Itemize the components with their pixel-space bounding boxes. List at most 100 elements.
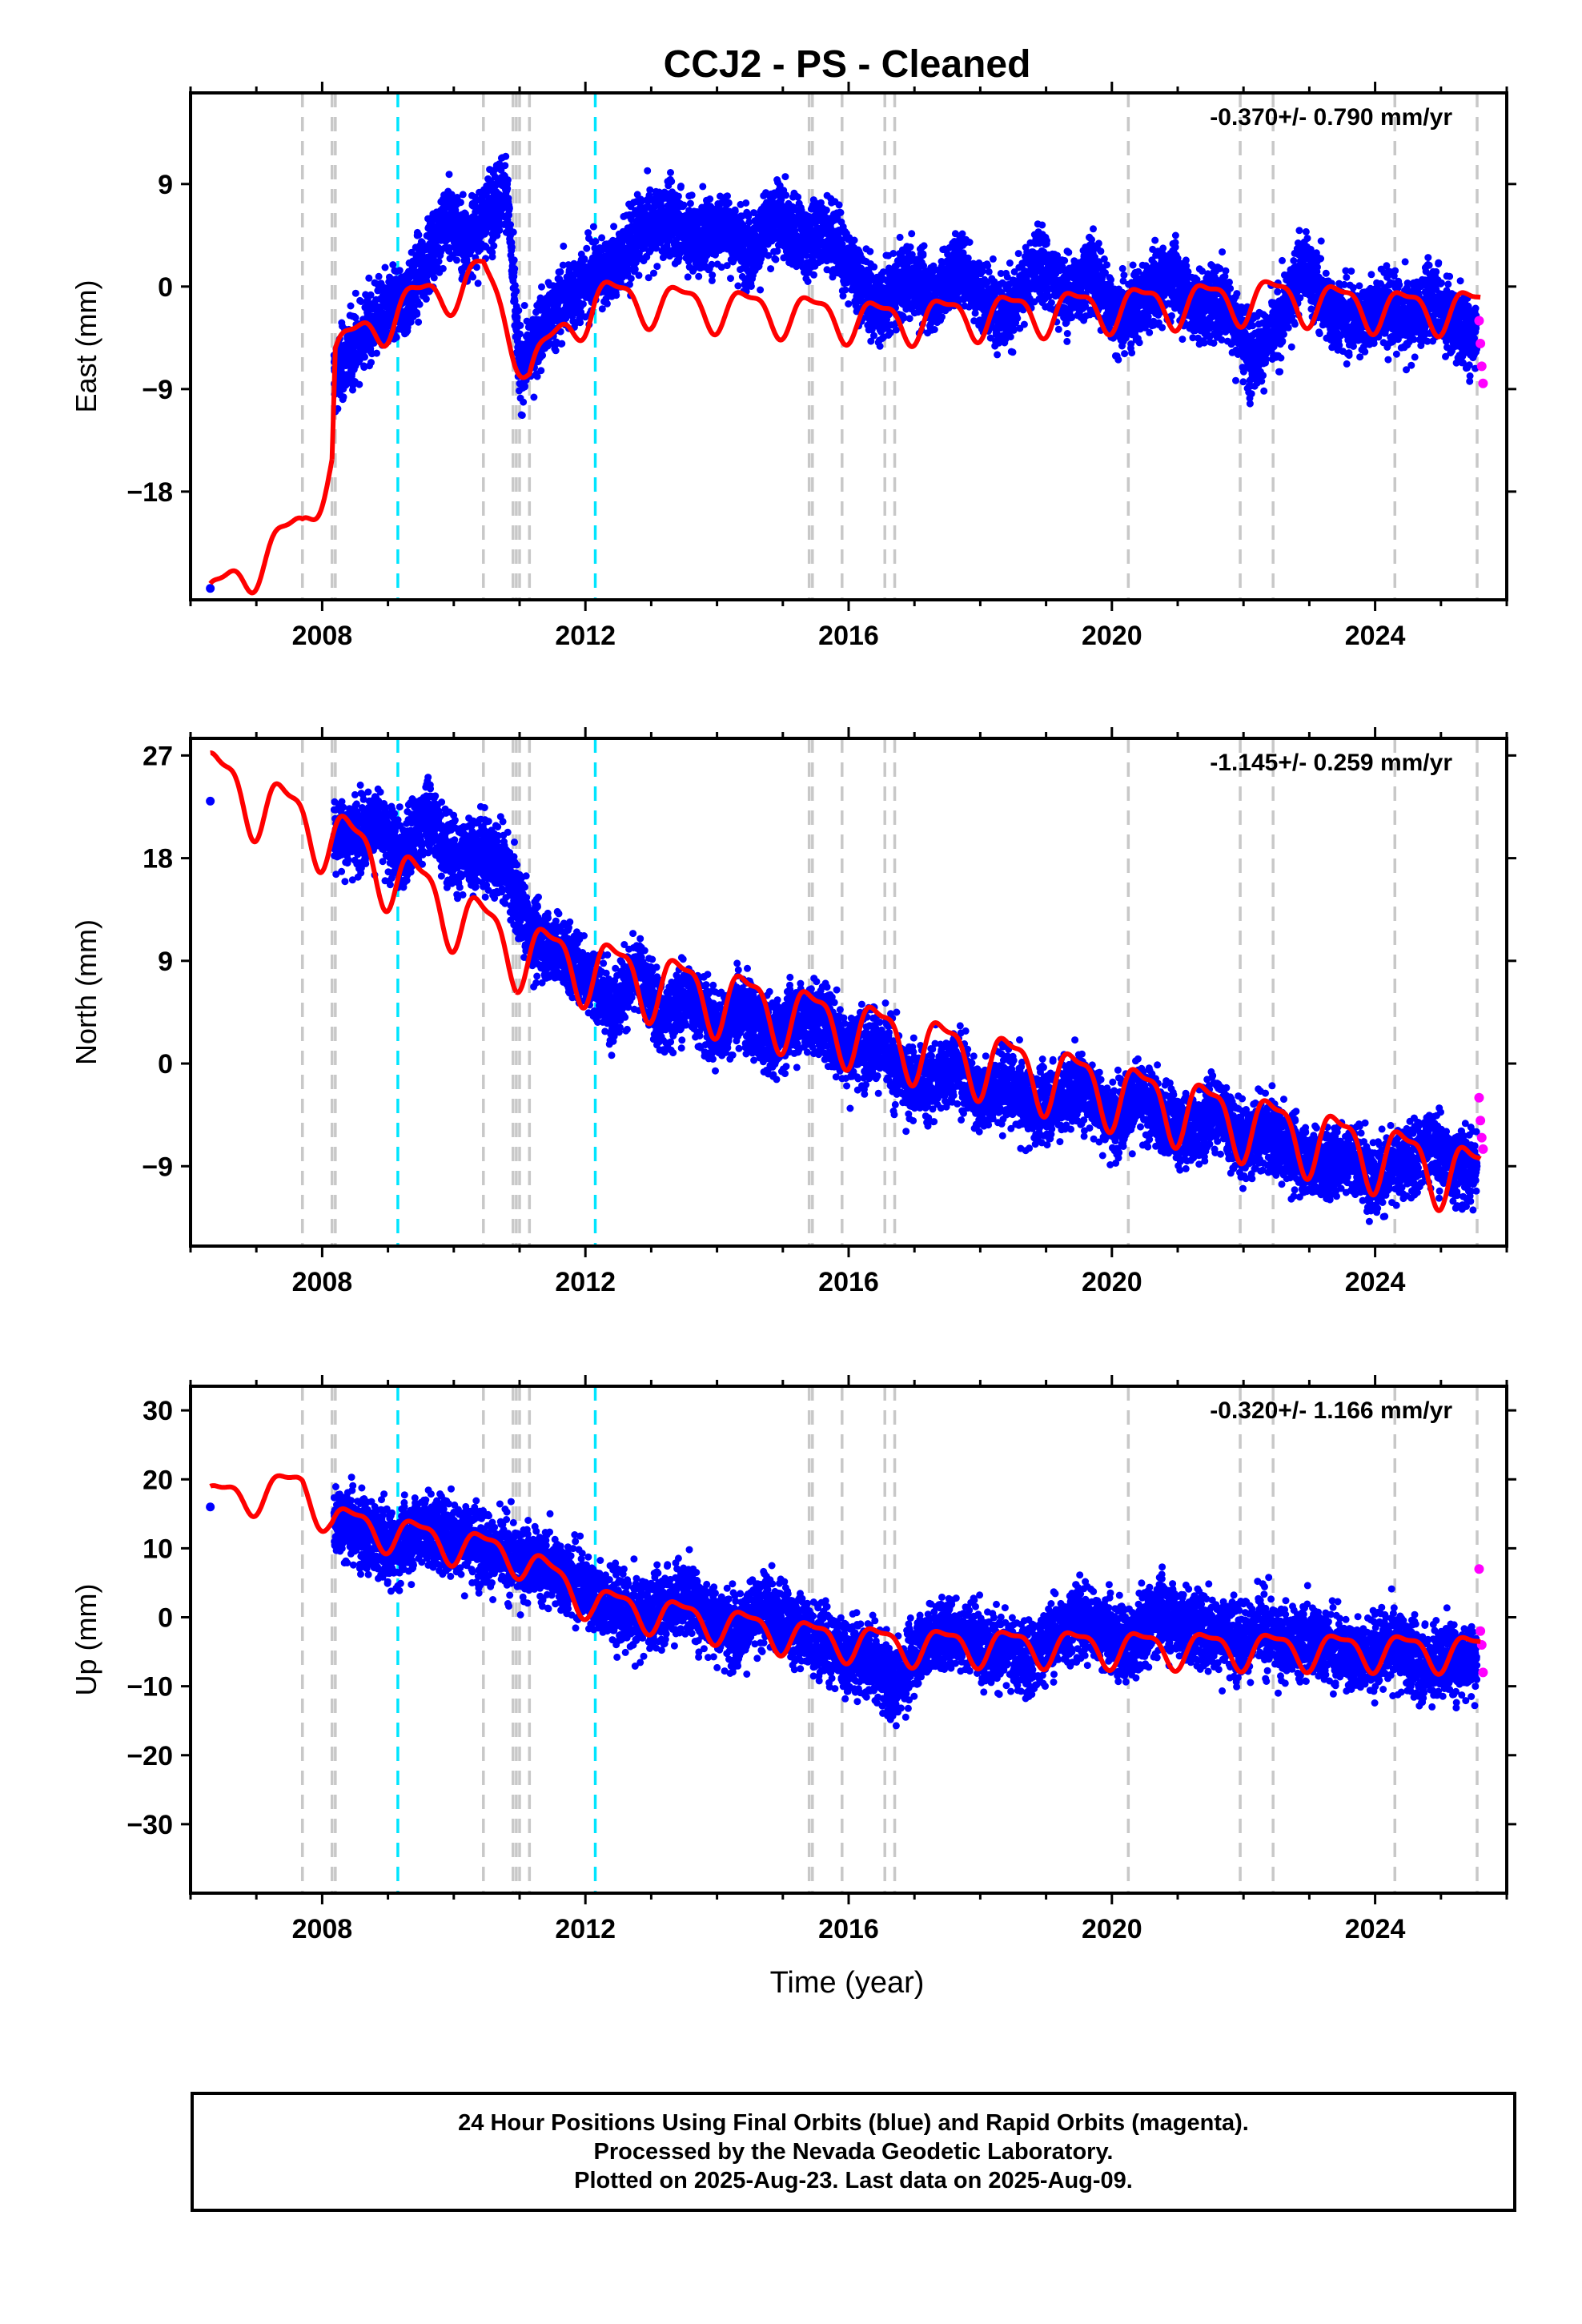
y-tick-label: 9 [158, 947, 173, 977]
final-orbit-point [1239, 1139, 1248, 1148]
x-tick-label: 2020 [1082, 1914, 1142, 1944]
plot-area [206, 738, 1488, 1246]
final-orbit-point [1423, 1139, 1432, 1148]
model-fit-line [329, 814, 519, 994]
final-orbit-point [370, 819, 379, 829]
final-orbit-point [903, 271, 913, 280]
final-orbit-point [423, 808, 432, 818]
y-tick-label: 10 [143, 1534, 173, 1564]
x-tick-label: 2016 [818, 1267, 879, 1297]
final-orbit-point [1028, 1104, 1038, 1114]
y-tick-label: 0 [158, 1603, 173, 1634]
final-orbit-point [206, 1502, 215, 1512]
final-orbit-point [535, 328, 544, 337]
final-orbit-point [1074, 1613, 1084, 1622]
final-orbit-point [745, 247, 755, 257]
footer-line-plotted: Plotted on 2025-Aug-23. Last data on 202… [574, 2168, 1133, 2193]
x-tick-label: 2024 [1345, 621, 1406, 651]
final-orbit-point [337, 1516, 347, 1526]
final-orbit-point [1351, 316, 1360, 325]
x-tick-label: 2012 [555, 621, 616, 651]
final-orbit-point [206, 796, 215, 806]
rate-annotation: -1.145+/- 0.259 mm/yr [1210, 750, 1452, 776]
y-tick-label: 27 [143, 741, 173, 771]
final-orbit-points [330, 1474, 1481, 1730]
y-tick-label: 0 [158, 272, 173, 303]
plot-area [206, 1386, 1488, 1893]
final-orbit-point [719, 219, 729, 229]
final-orbit-point [640, 225, 649, 235]
final-orbit-point [738, 1002, 748, 1011]
final-orbit-point [1338, 1647, 1347, 1657]
final-orbit-point [1396, 1161, 1406, 1171]
final-orbit-point [1371, 1173, 1380, 1183]
final-orbit-point [1002, 1082, 1011, 1092]
rate-annotation: -0.370+/- 0.790 mm/yr [1210, 104, 1452, 131]
final-orbit-point [627, 1613, 636, 1622]
final-orbit-point [666, 213, 676, 223]
model-fit-line [514, 279, 897, 380]
final-orbit-point [693, 236, 702, 246]
x-tick-label: 2012 [555, 1267, 616, 1297]
final-orbit-point [351, 339, 359, 348]
model-fit-line [208, 750, 335, 875]
final-orbit-point [1324, 304, 1334, 314]
rate-annotation: -0.320+/- 1.166 mm/yr [1210, 1397, 1452, 1424]
final-orbit-point [1186, 1128, 1195, 1137]
rapid-orbit-point [1478, 378, 1488, 388]
final-orbit-point [1298, 259, 1307, 268]
final-orbit-point [1265, 1128, 1275, 1137]
final-orbit-point [680, 1592, 689, 1602]
final-orbit-point [1081, 1082, 1090, 1092]
final-orbit-point [1456, 328, 1465, 337]
final-orbit-point [206, 584, 215, 593]
model-fit-line [329, 259, 519, 460]
model-fit-line [592, 1589, 814, 1659]
final-orbit-point [1430, 293, 1439, 303]
final-orbit-point [423, 253, 432, 263]
rapid-orbit-point [1478, 1667, 1488, 1678]
panel-1: −9 0 9 18 27 2008 2012 2016 2020 2024 North (mm) -1… [70, 727, 1516, 1297]
y-tick-label: 9 [158, 170, 173, 200]
final-orbit-point [587, 271, 596, 280]
final-orbit-point [956, 259, 966, 268]
final-orbit-point [600, 1598, 610, 1608]
final-orbit-point [772, 213, 781, 223]
model-fit-line [810, 1624, 897, 1667]
final-orbit-point [969, 1633, 978, 1642]
final-orbit-point [462, 236, 472, 246]
final-orbit-point [824, 225, 833, 235]
rapid-orbit-point [1476, 1116, 1486, 1126]
y-tick-label: 20 [143, 1465, 173, 1495]
y-tick-label: −18 [126, 477, 173, 508]
x-tick-label: 2024 [1345, 1267, 1406, 1297]
final-orbit-point [1344, 1150, 1354, 1160]
x-axis-label: Time (year) [770, 1966, 925, 2000]
final-orbit-point [1087, 264, 1097, 274]
final-orbit-point [758, 1606, 768, 1615]
final-orbit-point [1022, 1654, 1031, 1663]
final-orbit-points [330, 152, 1481, 420]
final-orbit-point [1245, 350, 1255, 360]
final-orbit-point [1232, 1633, 1242, 1642]
final-orbit-point [897, 1070, 906, 1080]
final-orbit-point [660, 1013, 669, 1023]
final-orbit-point [554, 945, 564, 955]
final-orbit-point [1134, 1093, 1143, 1103]
final-orbit-point [561, 293, 571, 303]
final-orbit-point [686, 991, 696, 1000]
final-orbit-point [732, 1626, 741, 1636]
final-orbit-point [850, 271, 860, 280]
x-tick-label: 2012 [555, 1914, 616, 1944]
x-tick-label: 2016 [818, 1914, 879, 1944]
footer-line-orbits: 24 Hour Positions Using Final Orbits (bl… [458, 2110, 1249, 2136]
y-tick-label: 30 [143, 1396, 173, 1426]
final-orbit-point [1363, 1654, 1373, 1663]
y-axis-label: North (mm) [70, 919, 102, 1065]
model-fit-line [893, 279, 1275, 349]
x-tick-label: 2024 [1345, 1914, 1406, 1944]
rapid-orbit-point [1476, 1626, 1486, 1636]
y-tick-label: −10 [126, 1672, 173, 1703]
final-orbit-point [363, 1530, 373, 1539]
final-orbit-point [1009, 304, 1018, 314]
